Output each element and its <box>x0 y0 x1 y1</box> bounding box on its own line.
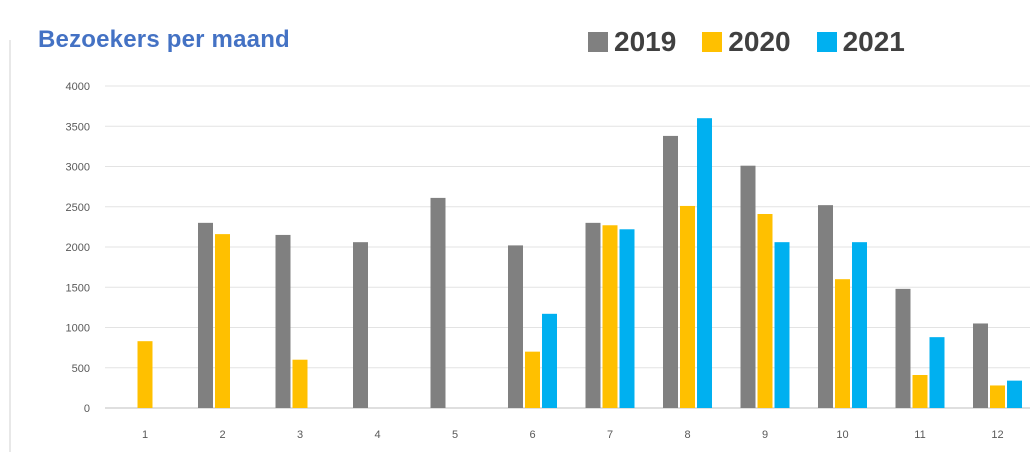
bar-2020-9 <box>757 213 773 408</box>
legend-label-2019: 2019 <box>614 26 677 57</box>
bar-2020-11 <box>912 374 928 408</box>
bar-2019-7 <box>585 222 601 408</box>
chart-title: Bezoekers per maand <box>38 26 290 53</box>
y-tick-label: 1500 <box>66 282 90 294</box>
bar-2020-6 <box>525 351 540 408</box>
bar-2019-4 <box>353 242 368 408</box>
y-tick-label: 500 <box>72 363 90 375</box>
bar-2019-11 <box>895 288 911 408</box>
bar-2021-7 <box>619 229 635 408</box>
bar-2019-12 <box>973 323 988 408</box>
legend-label-2020: 2020 <box>728 26 791 57</box>
legend-item-2021: 2021 <box>816 26 905 58</box>
bar-2020-12 <box>990 385 1005 408</box>
y-tick-label: 4000 <box>66 81 90 93</box>
bar-2020-1 <box>137 341 153 408</box>
bar-2020-8 <box>680 205 695 408</box>
bar-2021-12 <box>1007 380 1022 408</box>
legend-swatch-2020 <box>702 32 723 52</box>
bar-2019-8 <box>663 135 678 408</box>
x-tick-label: 3 <box>297 429 303 441</box>
bar-2020-10 <box>835 279 850 408</box>
bar-2020-2 <box>215 234 230 408</box>
legend: 2019 2020 2021 <box>588 26 931 58</box>
x-tick-label: 6 <box>529 429 535 441</box>
bar-2021-10 <box>852 242 867 408</box>
x-tick-label: 11 <box>914 429 925 441</box>
x-tick-label: 7 <box>607 429 613 441</box>
legend-label-2021: 2021 <box>842 26 905 57</box>
y-tick-label: 0 <box>84 403 90 415</box>
bar-2021-9 <box>774 242 790 408</box>
y-tick-label: 3500 <box>66 121 90 133</box>
bar-2019-9 <box>740 165 756 408</box>
y-tick-label: 1000 <box>66 323 90 335</box>
x-tick-label: 8 <box>684 429 690 441</box>
x-tick-label: 9 <box>762 429 768 441</box>
bar-2021-8 <box>697 118 712 408</box>
bar-2019-5 <box>430 197 446 408</box>
x-tick-label: 5 <box>452 429 458 441</box>
x-tick-label: 12 <box>991 429 1003 441</box>
bar-2020-7 <box>602 225 618 408</box>
x-tick-label: 10 <box>836 429 848 441</box>
legend-swatch-2019 <box>588 32 608 52</box>
bar-2019-10 <box>818 205 833 408</box>
bar-2019-2 <box>198 222 213 408</box>
bar-2021-11 <box>929 337 945 408</box>
bar-2020-3 <box>292 359 308 408</box>
legend-item-2019: 2019 <box>588 26 676 58</box>
x-tick-label: 4 <box>374 429 380 441</box>
bar-2019-6 <box>508 245 523 408</box>
bar-2019-3 <box>275 234 291 408</box>
y-tick-label: 3000 <box>66 162 90 174</box>
x-tick-label: 2 <box>219 429 225 441</box>
y-tick-label: 2500 <box>66 202 90 214</box>
x-tick-label: 1 <box>142 429 148 441</box>
legend-item-2020: 2020 <box>702 26 791 58</box>
y-tick-label: 2000 <box>66 242 90 254</box>
legend-swatch-2021 <box>816 32 837 52</box>
left-border <box>9 40 11 452</box>
bar-2021-6 <box>542 313 557 408</box>
